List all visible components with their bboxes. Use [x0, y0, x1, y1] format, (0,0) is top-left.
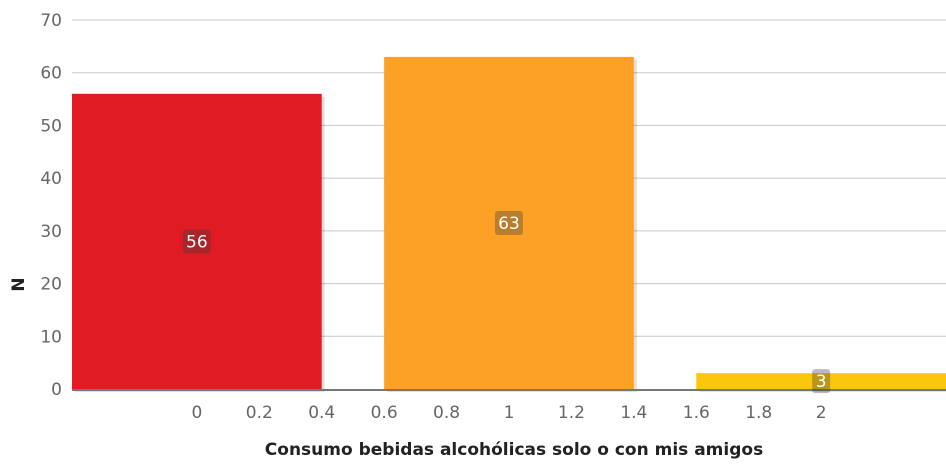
bars	[72, 56, 946, 393]
x-tick-label: 1	[504, 403, 515, 423]
data-labels: 56 63 3	[182, 210, 831, 394]
x-tick-label: 1.4	[620, 403, 647, 423]
x-tick-label: 0	[191, 403, 202, 423]
y-tick-label: 10	[40, 327, 62, 347]
bar[interactable]	[696, 373, 946, 389]
x-tick-label: 1.8	[745, 403, 772, 423]
y-tick-label: 0	[51, 380, 62, 400]
y-tick-label: 30	[40, 222, 62, 242]
x-tick-label: 0.2	[246, 403, 273, 423]
data-label-box	[495, 210, 523, 235]
bar[interactable]	[384, 56, 634, 390]
y-tick-label: 70	[40, 11, 62, 31]
x-axis-ticks: 0 0.2 0.4 0.6 0.8 1 1.2 1.4 1.6 1.8 2	[191, 403, 826, 423]
x-tick-label: 1.2	[558, 403, 585, 423]
x-axis-title: Consumo bebidas alcohólicas solo o con m…	[265, 440, 763, 460]
bar[interactable]	[72, 93, 322, 390]
data-label-box	[812, 369, 831, 394]
y-tick-label: 60	[40, 64, 62, 84]
data-label: 56	[186, 232, 208, 252]
y-tick-label: 40	[40, 169, 62, 189]
data-label-box	[182, 229, 211, 254]
data-label: 63	[498, 214, 520, 234]
y-axis-ticks: 0 10 20 30 40 50 60 70	[40, 11, 62, 400]
y-tick-label: 20	[40, 275, 62, 295]
x-tick-label: 0.8	[433, 403, 460, 423]
x-tick-label: 0.4	[308, 403, 335, 423]
y-axis-title: N	[9, 277, 29, 291]
x-tick-label: 1.6	[683, 403, 710, 423]
x-tick-label: 2	[816, 403, 827, 423]
data-label: 3	[816, 372, 827, 392]
x-tick-label: 0.6	[371, 403, 398, 423]
y-tick-label: 50	[40, 116, 62, 136]
